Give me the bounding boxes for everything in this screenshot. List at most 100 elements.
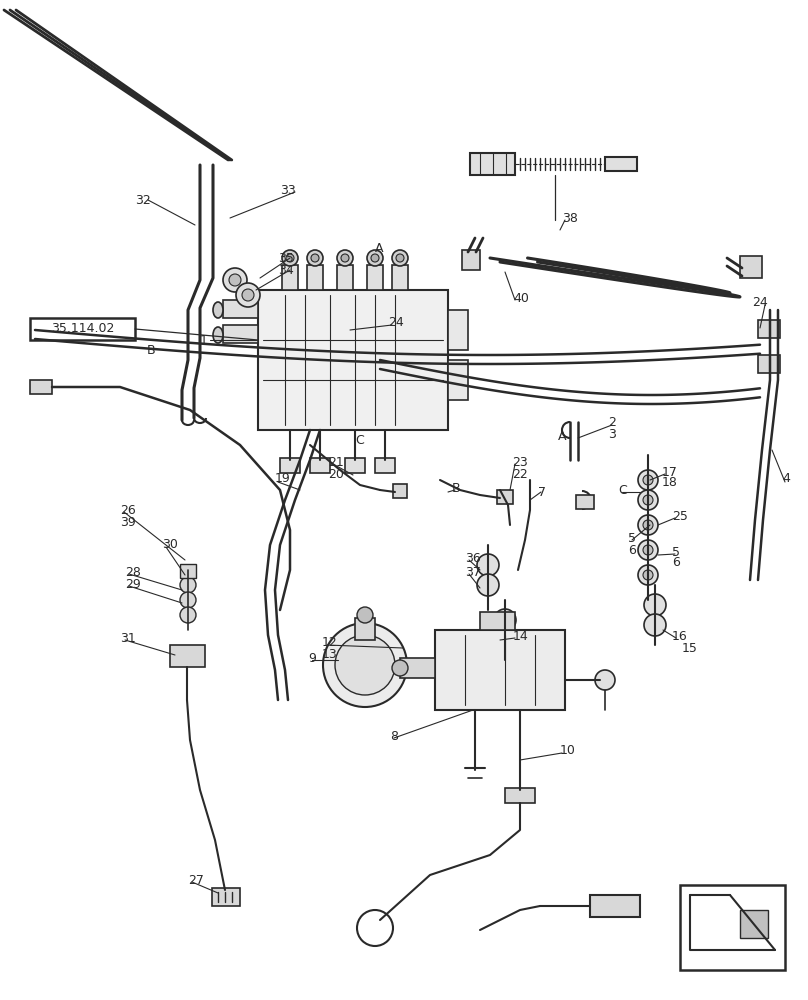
Text: 40: 40 [513, 292, 529, 304]
Text: A: A [558, 430, 566, 442]
Text: C: C [618, 484, 627, 496]
Text: 19: 19 [275, 472, 291, 485]
Text: 20: 20 [328, 468, 344, 481]
Circle shape [337, 250, 353, 266]
Text: 25: 25 [672, 510, 688, 522]
Circle shape [643, 545, 653, 555]
Bar [740, 910, 768, 938]
Bar [480, 612, 515, 630]
Circle shape [311, 254, 319, 262]
Bar [448, 360, 468, 400]
Text: 10: 10 [560, 744, 576, 756]
Text: 5: 5 [628, 532, 636, 544]
Text: 33: 33 [280, 184, 296, 196]
Circle shape [341, 254, 349, 262]
Bar [680, 885, 785, 970]
Circle shape [494, 629, 516, 651]
Bar [345, 458, 365, 473]
Circle shape [494, 609, 516, 631]
Circle shape [371, 254, 379, 262]
Circle shape [180, 592, 196, 608]
Circle shape [180, 577, 196, 593]
Circle shape [242, 289, 254, 301]
Text: B: B [147, 344, 156, 357]
Circle shape [367, 250, 383, 266]
Text: 21: 21 [328, 456, 343, 468]
Text: 3: 3 [608, 428, 616, 440]
Text: 8: 8 [390, 730, 398, 742]
Circle shape [477, 554, 499, 576]
Circle shape [392, 660, 408, 676]
Text: 32: 32 [135, 194, 151, 207]
Circle shape [223, 268, 247, 292]
Bar [393, 484, 407, 498]
Circle shape [477, 574, 499, 596]
Text: 37: 37 [465, 566, 481, 578]
Text: 24: 24 [388, 316, 404, 328]
Bar [470, 153, 515, 175]
Circle shape [638, 540, 658, 560]
Circle shape [644, 614, 666, 636]
Bar [505, 788, 535, 803]
Bar [367, 265, 383, 290]
Bar [576, 495, 594, 509]
Text: 39: 39 [120, 516, 136, 528]
Bar [170, 645, 205, 667]
Text: 36: 36 [465, 552, 481, 564]
Text: B: B [452, 482, 461, 494]
Text: 28: 28 [125, 566, 141, 578]
Circle shape [392, 250, 408, 266]
Text: C: C [355, 434, 364, 446]
Bar [280, 458, 300, 473]
Text: 7: 7 [538, 486, 546, 498]
Text: 35.114.02: 35.114.02 [52, 322, 115, 336]
Circle shape [638, 515, 658, 535]
Text: 23: 23 [512, 456, 528, 468]
Bar [375, 458, 395, 473]
Bar [30, 380, 52, 394]
Circle shape [643, 495, 653, 505]
Circle shape [307, 250, 323, 266]
Bar [30, 318, 135, 340]
Bar [758, 355, 780, 373]
Circle shape [229, 274, 241, 286]
Text: 29: 29 [125, 578, 141, 590]
Ellipse shape [213, 302, 223, 318]
Text: 6: 6 [672, 556, 680, 568]
Circle shape [286, 254, 294, 262]
Circle shape [180, 607, 196, 623]
Circle shape [335, 635, 395, 695]
Bar [180, 564, 196, 578]
Circle shape [357, 910, 393, 946]
Bar [448, 310, 468, 350]
Bar [392, 265, 408, 290]
Text: 27: 27 [188, 874, 204, 886]
Text: 30: 30 [162, 538, 178, 552]
Bar [435, 630, 565, 710]
Bar [590, 895, 640, 917]
Text: 4: 4 [782, 472, 790, 485]
Circle shape [357, 607, 373, 623]
Bar [223, 325, 258, 343]
Text: 34: 34 [278, 263, 294, 276]
Circle shape [644, 594, 666, 616]
Circle shape [643, 475, 653, 485]
Bar [258, 290, 448, 430]
Bar [212, 888, 240, 906]
Text: A: A [375, 241, 384, 254]
Text: 6: 6 [628, 544, 636, 556]
Bar [605, 157, 637, 171]
Text: 17: 17 [662, 466, 678, 479]
Ellipse shape [213, 327, 223, 343]
Text: 14: 14 [513, 630, 528, 643]
Circle shape [595, 670, 615, 690]
Text: 16: 16 [672, 630, 688, 643]
Bar [758, 320, 780, 338]
Text: 1: 1 [200, 334, 208, 347]
Text: 18: 18 [662, 476, 678, 488]
Circle shape [643, 520, 653, 530]
Text: 24: 24 [752, 296, 768, 308]
Bar [223, 300, 258, 318]
Text: 12: 12 [322, 636, 338, 648]
Bar [337, 265, 353, 290]
